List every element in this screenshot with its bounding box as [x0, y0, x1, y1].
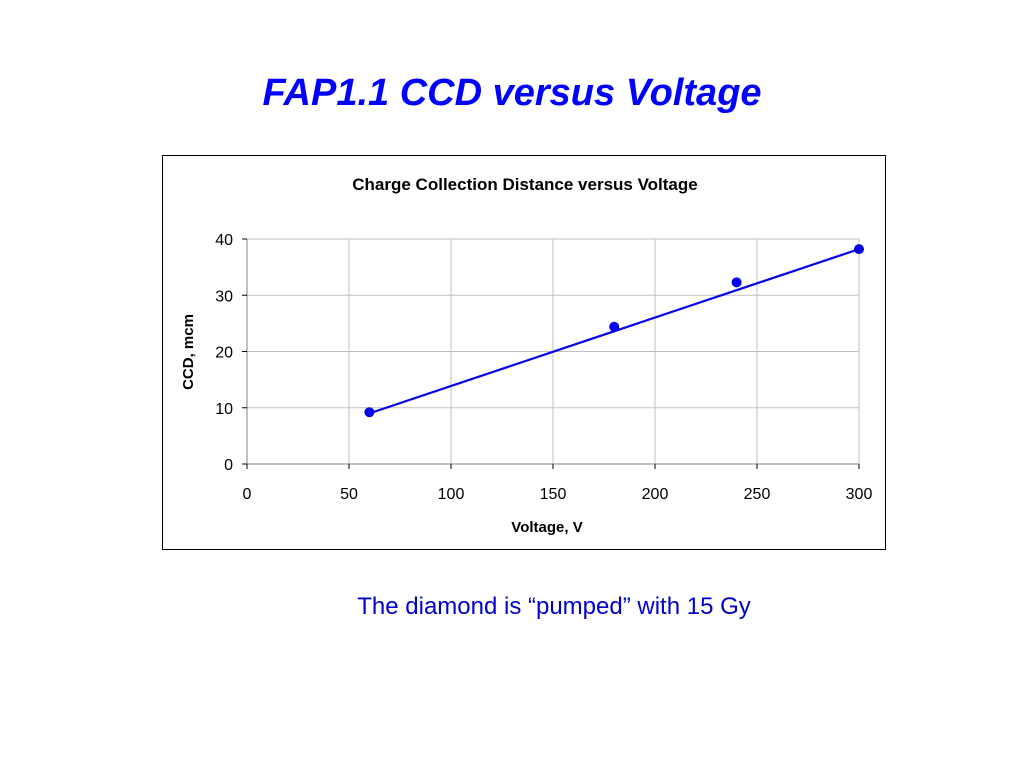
ccd-voltage-chart: Charge Collection Distance versus Voltag…: [180, 175, 872, 536]
chart-gridlines: [247, 238, 860, 464]
data-point: [731, 277, 742, 288]
y-axis-label: CCD, mcm: [180, 314, 197, 390]
slide-title: FAP1.1 CCD versus Voltage: [262, 72, 762, 114]
chart-axes: [242, 238, 860, 469]
y-tick-label: 40: [215, 232, 233, 249]
y-tick-label: 30: [215, 288, 233, 305]
data-point: [854, 244, 864, 255]
x-tick-label: 50: [340, 486, 358, 503]
data-point: [364, 407, 375, 418]
x-tick-label: 300: [846, 486, 873, 503]
x-axis-label: Voltage, V: [511, 519, 582, 536]
chart-title: Charge Collection Distance versus Voltag…: [352, 175, 697, 194]
data-point: [609, 321, 620, 332]
x-tick-label: 150: [540, 486, 567, 503]
y-tick-label: 20: [215, 345, 233, 362]
chart-frame: Charge Collection Distance versus Voltag…: [162, 155, 886, 550]
x-tick-label: 200: [642, 486, 669, 503]
y-tick-label: 0: [224, 457, 233, 474]
chart-tick-labels: 0 50 100 150 200 250 300 0 10 20 30 40: [215, 232, 872, 503]
caption-text: The diamond is “pumped” with 15 Gy: [357, 593, 751, 620]
x-tick-label: 100: [438, 486, 465, 503]
x-tick-label: 0: [243, 486, 252, 503]
chart-series: [364, 244, 864, 418]
y-tick-label: 10: [215, 401, 233, 418]
x-tick-label: 250: [744, 486, 771, 503]
